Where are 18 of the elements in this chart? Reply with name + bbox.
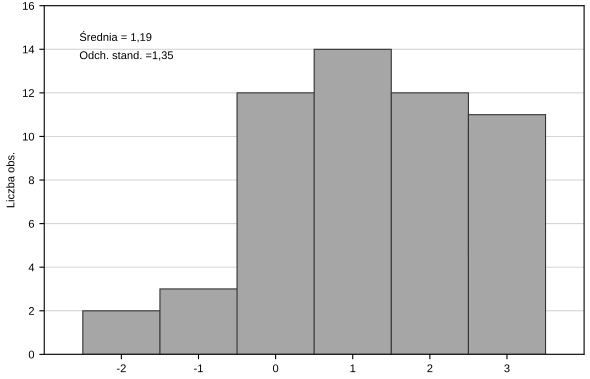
x-tick-label: 3 [504,364,510,372]
y-tick-label: 8 [28,176,34,184]
y-tick-label: 10 [23,132,34,141]
x-tick-label: -1 [194,364,203,372]
y-tick-label: 4 [28,264,34,272]
y-tick-label: 16 [23,2,34,10]
y-axis-title: Liczba obs. [6,152,14,208]
annotation: Odch. stand. =1,35 [80,51,174,60]
x-tick-label: 2 [427,364,432,372]
y-tick-label: 2 [28,307,34,315]
y-tick-label: 12 [23,89,34,97]
x-tick-label: 1 [350,364,356,372]
y-tick-label: 14 [23,46,34,54]
annotation: Średnia = 1,19 [80,30,152,42]
y-tick-label: 0 [28,350,34,358]
x-tick-label: -2 [116,364,126,372]
x-tick-label: 0 [272,364,278,372]
y-tick-label: 6 [28,220,34,228]
